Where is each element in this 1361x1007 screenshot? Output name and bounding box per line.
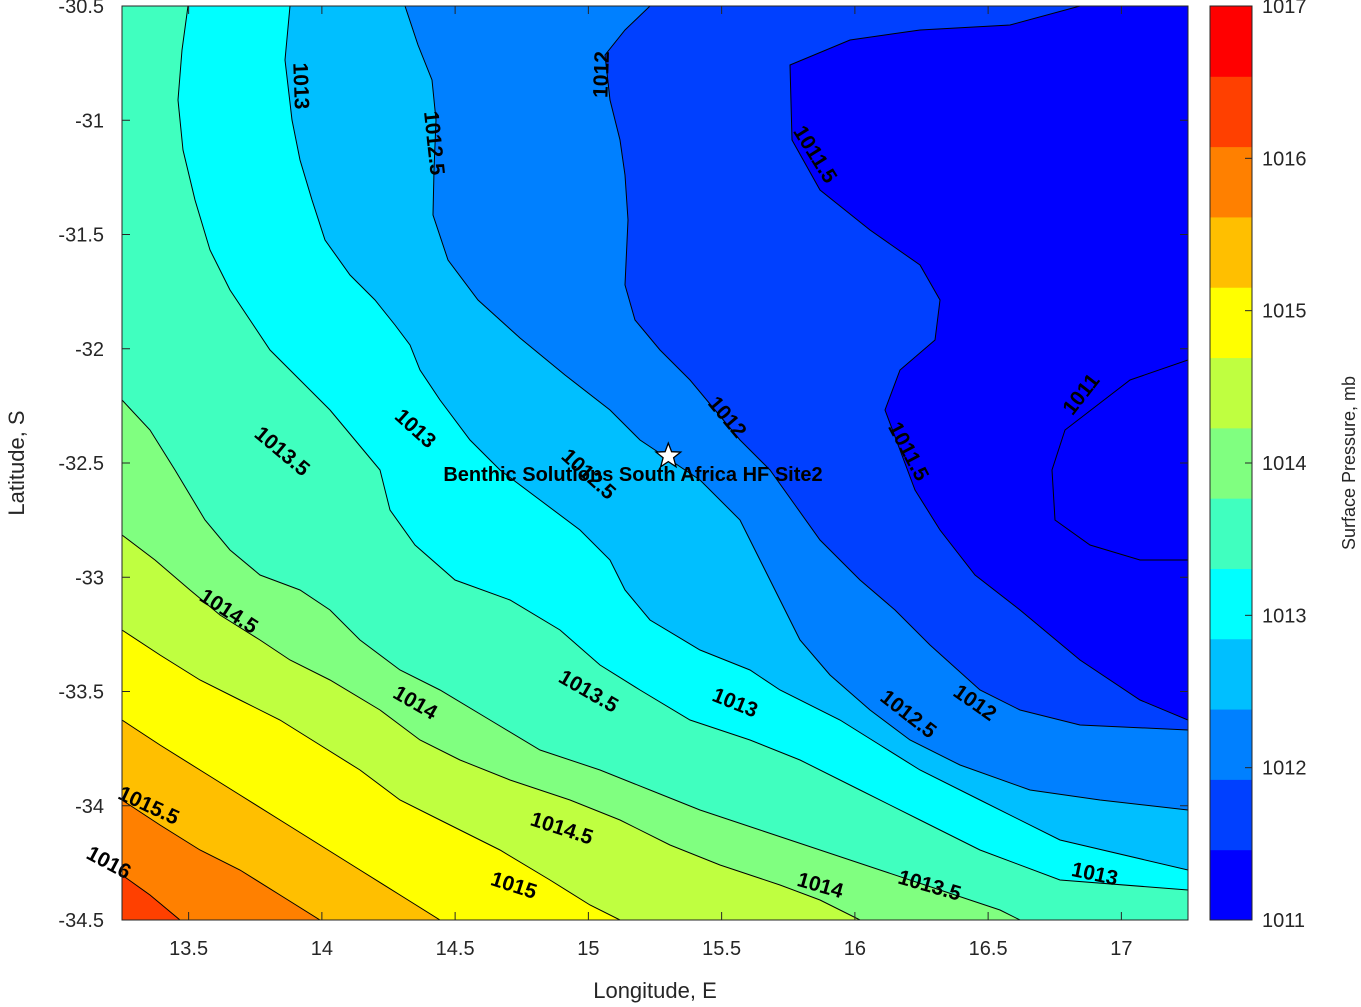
contour-line-1016.5 bbox=[122, 874, 181, 920]
y-axis: -30.5 -31 -31.5 -32 -32.5 -33 -33.5 -34 -34.5 bbox=[58, 0, 1188, 932]
x-axis: 13.5 14 14.5 15 15.5 16 16.5 17 bbox=[169, 6, 1133, 960]
contour-label: 1012 bbox=[589, 51, 614, 98]
x-tick-label: 14 bbox=[311, 938, 333, 960]
colorbar-tick-label: 1014 bbox=[1262, 453, 1307, 475]
y-tick-label: -32 bbox=[75, 339, 104, 361]
colorbar-swatch bbox=[1210, 6, 1252, 77]
y-tick-label: -32.5 bbox=[58, 453, 104, 475]
colorbar-swatch bbox=[1210, 779, 1252, 851]
contour-bands bbox=[122, 6, 1188, 920]
contour-line-1013 bbox=[284, 6, 1188, 871]
site-star-marker bbox=[654, 441, 683, 469]
contour-line-1011 bbox=[1051, 359, 1188, 561]
colorbar-swatch bbox=[1210, 568, 1252, 640]
colorbar-title: Surface Pressure, mb bbox=[1339, 376, 1359, 550]
colorbar-tick-label: 1015 bbox=[1262, 301, 1307, 323]
contour-plot: 10131012.510121011.5101110121011.51013.5… bbox=[83, 5, 1189, 921]
colorbar-tick-label: 1017 bbox=[1262, 0, 1307, 18]
x-tick-label: 15 bbox=[577, 938, 599, 960]
band-1016-1016.5 bbox=[122, 800, 320, 920]
y-tick-label: -30.5 bbox=[58, 0, 104, 18]
band-1011-1011.5 bbox=[790, 6, 1188, 720]
colorbar-swatch bbox=[1210, 498, 1252, 569]
contour-line-1012 bbox=[604, 6, 1188, 731]
colorbar-swatch bbox=[1210, 287, 1252, 359]
y-tick-label: -34 bbox=[75, 796, 104, 818]
contour-line-1016 bbox=[122, 799, 321, 920]
y-axis-title: Latitude, S bbox=[4, 410, 29, 515]
y-tick-label: -33 bbox=[75, 567, 104, 589]
colorbar-swatch bbox=[1210, 638, 1252, 710]
x-tick-label: 17 bbox=[1110, 938, 1132, 960]
colorbar-swatch bbox=[1210, 216, 1252, 288]
y-tick-label: -34.5 bbox=[58, 910, 104, 932]
x-tick-label: 16 bbox=[844, 938, 866, 960]
colorbar-swatch bbox=[1210, 76, 1252, 148]
contour-line-1015.5 bbox=[122, 719, 441, 920]
x-axis-title: Longitude, E bbox=[593, 978, 717, 1003]
x-tick-label: 13.5 bbox=[169, 938, 208, 960]
contour-lines bbox=[122, 6, 1188, 920]
y-tick-label: -31.5 bbox=[58, 225, 104, 247]
site-marker-group: Benthic Solutions South Africa HF Site2 bbox=[443, 441, 823, 486]
y-tick-label: -31 bbox=[75, 110, 104, 132]
colorbar-swatch bbox=[1210, 357, 1252, 429]
colorbar-swatch bbox=[1210, 709, 1252, 780]
colorbar: 1011 1012 1013 1014 1015 1016 1017 bbox=[1209, 0, 1307, 932]
x-tick-label: 14.5 bbox=[436, 938, 475, 960]
x-tick-label: 15.5 bbox=[702, 938, 741, 960]
colorbar-tick-label: 1013 bbox=[1262, 605, 1307, 627]
contour-label: 1013 bbox=[288, 62, 313, 109]
colorbar-swatch bbox=[1210, 146, 1252, 218]
contour-line-1015 bbox=[122, 629, 621, 920]
site-label: Benthic Solutions South Africa HF Site2 bbox=[443, 464, 822, 486]
contour-line-1014.5 bbox=[122, 534, 861, 920]
band-1016.5-1017 bbox=[122, 875, 180, 920]
y-tick-label: -33.5 bbox=[58, 682, 104, 704]
contour-line-1014 bbox=[122, 399, 1021, 920]
colorbar-tick-label: 1012 bbox=[1262, 758, 1307, 780]
contour-line-1011.5 bbox=[789, 6, 1188, 721]
x-tick-label: 16.5 bbox=[969, 938, 1008, 960]
contour-line-1013.5 bbox=[177, 6, 1188, 891]
colorbar-tick-label: 1011 bbox=[1262, 910, 1305, 932]
colorbar-swatch bbox=[1210, 849, 1252, 921]
colorbar-tick-label: 1016 bbox=[1262, 148, 1307, 170]
